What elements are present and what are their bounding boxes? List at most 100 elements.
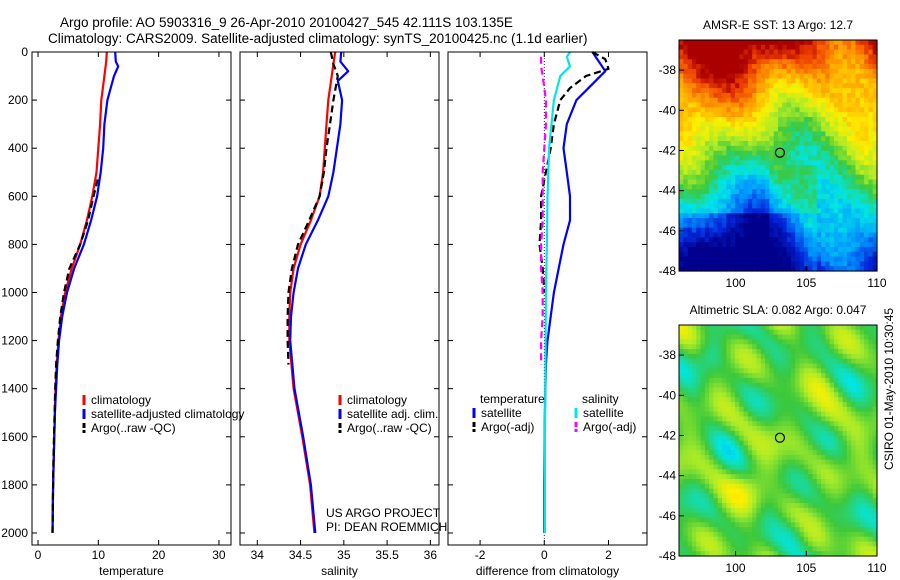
heatmap-cell bbox=[786, 78, 792, 84]
heatmap-cell bbox=[713, 112, 719, 118]
heatmap-cell bbox=[722, 222, 727, 229]
heatmap-cell bbox=[769, 498, 775, 504]
heatmap-cell bbox=[790, 131, 796, 137]
heatmap-cell bbox=[679, 387, 684, 393]
heatmap-cell bbox=[713, 464, 719, 470]
heatmap-cell bbox=[786, 169, 792, 176]
heatmap-cell bbox=[786, 493, 792, 499]
heatmap-cell bbox=[760, 208, 766, 214]
y-tick-label: -40 bbox=[659, 388, 677, 402]
heatmap-cell bbox=[872, 141, 878, 147]
heatmap-cell bbox=[872, 329, 878, 336]
heatmap-cell bbox=[760, 546, 766, 552]
heatmap-cell bbox=[704, 44, 710, 51]
heatmap-cell bbox=[782, 474, 788, 480]
heatmap-cell bbox=[795, 261, 801, 267]
heatmap-cell bbox=[778, 493, 783, 499]
heatmap-cell bbox=[709, 435, 715, 442]
heatmap-cell bbox=[700, 88, 706, 94]
heatmap-cell bbox=[713, 237, 719, 243]
heatmap-cell bbox=[821, 131, 826, 137]
heatmap-cell bbox=[846, 92, 852, 99]
heatmap-cell bbox=[833, 44, 839, 51]
heatmap-cell bbox=[846, 353, 852, 360]
heatmap-cell bbox=[825, 368, 831, 374]
heatmap-cell bbox=[790, 406, 796, 413]
heatmap-cell bbox=[821, 59, 826, 65]
heatmap-cell bbox=[816, 213, 822, 219]
heatmap-cell bbox=[786, 97, 792, 104]
heatmap-cell bbox=[821, 232, 826, 238]
heatmap-cell bbox=[700, 411, 706, 418]
heatmap-cell bbox=[808, 353, 814, 360]
heatmap-cell bbox=[760, 551, 766, 557]
heatmap-cell bbox=[833, 102, 839, 108]
heatmap-cell bbox=[778, 165, 783, 171]
heatmap-cell bbox=[743, 251, 749, 258]
heatmap-cell bbox=[816, 522, 822, 528]
heatmap-cell bbox=[722, 261, 727, 267]
heatmap-cell bbox=[795, 541, 801, 547]
heatmap-cell bbox=[812, 97, 818, 104]
heatmap-cell bbox=[773, 488, 779, 495]
heatmap-cell bbox=[790, 469, 796, 475]
heatmap-cell bbox=[679, 251, 684, 258]
heatmap-cell bbox=[799, 261, 805, 267]
heatmap-cell bbox=[816, 450, 822, 456]
heatmap-cell bbox=[752, 440, 758, 446]
heatmap-cell bbox=[679, 421, 684, 427]
heatmap-cell bbox=[842, 382, 848, 389]
heatmap-cell bbox=[700, 54, 706, 60]
heatmap-cell bbox=[855, 107, 861, 113]
heatmap-cell bbox=[855, 353, 861, 360]
heatmap-cell bbox=[696, 208, 702, 214]
heatmap-cell bbox=[803, 169, 809, 176]
heatmap-cell bbox=[722, 363, 727, 369]
heatmap-cell bbox=[765, 368, 770, 374]
heatmap-cell bbox=[855, 527, 861, 533]
heatmap-cell bbox=[778, 208, 783, 214]
heatmap-cell bbox=[868, 213, 874, 219]
heatmap-cell bbox=[838, 165, 844, 171]
heatmap-cell bbox=[717, 469, 723, 475]
heatmap-cell bbox=[808, 402, 814, 408]
heatmap-cell bbox=[855, 73, 861, 80]
heatmap-cell bbox=[803, 44, 809, 51]
heatmap-cell bbox=[773, 411, 779, 418]
heatmap-cell bbox=[700, 213, 706, 219]
heatmap-cell bbox=[790, 189, 796, 195]
heatmap-cell bbox=[691, 329, 697, 336]
heatmap-cell bbox=[691, 251, 697, 258]
heatmap-cell bbox=[687, 68, 693, 75]
heatmap-cell bbox=[778, 242, 783, 248]
heatmap-cell bbox=[769, 445, 775, 451]
heatmap-cell bbox=[851, 325, 857, 331]
heatmap-cell bbox=[846, 83, 852, 89]
heatmap-cell bbox=[747, 232, 753, 238]
heatmap-cell bbox=[739, 68, 745, 75]
heatmap-cell bbox=[717, 512, 723, 519]
heatmap-cell bbox=[786, 483, 792, 490]
heatmap-cell bbox=[786, 445, 792, 451]
heatmap-cell bbox=[833, 551, 839, 557]
heatmap-cell bbox=[808, 145, 814, 152]
heatmap-cell bbox=[838, 44, 844, 51]
heatmap-cell bbox=[803, 349, 809, 355]
heatmap-cell bbox=[872, 531, 878, 538]
heatmap-cell bbox=[859, 78, 865, 84]
heatmap-cell bbox=[691, 397, 697, 403]
heatmap-cell bbox=[752, 488, 758, 495]
heatmap-cell bbox=[726, 49, 732, 56]
heatmap-cell bbox=[713, 507, 719, 514]
x-tick-label: 2 bbox=[605, 548, 612, 562]
heatmap-cell bbox=[786, 189, 792, 195]
heatmap-cell bbox=[747, 349, 753, 355]
heatmap-cell bbox=[687, 83, 693, 89]
heatmap-cell bbox=[795, 242, 801, 248]
heatmap-cell bbox=[812, 40, 818, 46]
heatmap-cell bbox=[868, 387, 874, 393]
heatmap-cell bbox=[679, 261, 684, 267]
heatmap-cell bbox=[769, 551, 775, 557]
heatmap-cell bbox=[717, 208, 723, 214]
heatmap-cell bbox=[795, 474, 801, 480]
